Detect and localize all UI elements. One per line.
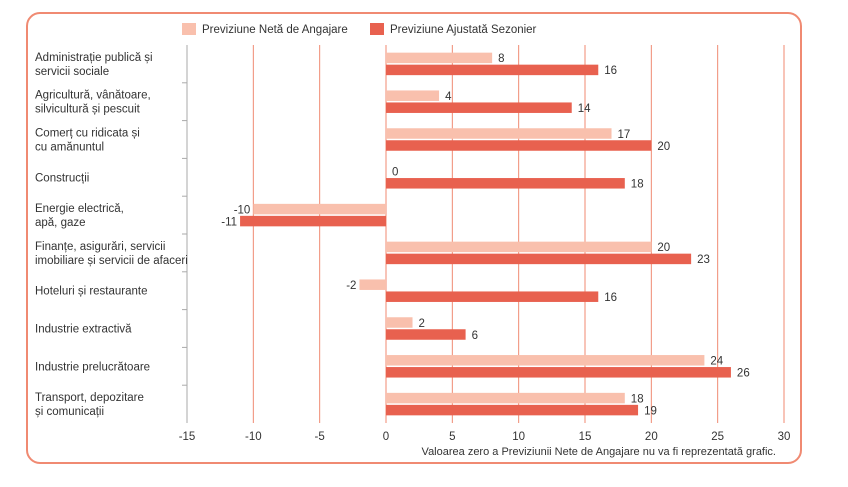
x-tick-label-3: 0 [383, 431, 389, 443]
category-label-3: Construcții [35, 172, 89, 184]
value-label-s0-c5: 20 [657, 242, 670, 254]
value-label-s0-c2: 17 [618, 129, 631, 141]
category-label-7: Industrie extractivă [35, 324, 132, 336]
category-label-5: Finanțe, asigurări, servicii imobiliare ș… [35, 241, 188, 267]
bar-s0-c7 [386, 317, 413, 328]
bar-s1-c0 [386, 64, 599, 76]
bar-s1-c7 [386, 329, 466, 340]
bar-s1-c8 [386, 367, 731, 378]
bar-s0-c2 [386, 128, 612, 139]
bar-s0-c4 [253, 203, 386, 215]
value-label-s0-c1: 4 [445, 91, 452, 103]
value-label-s1-c5: 23 [697, 254, 710, 266]
bar-s0-c5 [386, 241, 652, 253]
grid-layer [182, 45, 785, 423]
bar-s0-c9 [386, 392, 625, 404]
bar-s1-c9 [386, 404, 639, 416]
category-label-2: Comerț cu ridicata și cu amănuntul [35, 128, 140, 154]
value-label-s0-c0: 8 [498, 53, 504, 65]
value-label-s0-c7: 2 [419, 318, 425, 330]
value-label-s1-c3: 18 [631, 179, 644, 191]
bar-s0-c0 [386, 52, 493, 64]
value-label-s0-c6: -2 [346, 280, 356, 292]
x-tick-label-9: 30 [778, 431, 791, 443]
value-label-s1-c1: 14 [578, 103, 591, 115]
category-label-1: Agricultură, vânătoare, silvicultură și p… [35, 90, 151, 116]
value-label-s0-c9: 18 [631, 393, 644, 405]
x-tick-label-2: -5 [315, 431, 325, 443]
bar-s1-c3 [386, 178, 625, 189]
x-tick-label-5: 10 [512, 431, 525, 443]
value-label-s0-c4: -10 [234, 204, 251, 216]
bar-s1-c5 [386, 253, 692, 265]
x-tick-label-4: 5 [449, 431, 455, 443]
category-label-4: Energie electrică, apă, gaze [35, 203, 124, 229]
legend-swatch-0 [182, 23, 196, 35]
bar-s0-c6 [359, 279, 386, 290]
category-labels: Administrație publică și servicii sociale… [35, 52, 188, 418]
chart-frame [26, 12, 802, 464]
value-label-s1-c9: 19 [644, 405, 657, 417]
legend-label-1: Previziune Ajustată Sezonier [390, 24, 537, 36]
x-axis: -15 -10 -5 0 5 10 15 20 25 30 [179, 431, 791, 443]
value-label-s1-c6: 16 [604, 292, 617, 304]
category-label-0: Administrație publică și servicii sociale [35, 52, 153, 78]
value-label-s1-c7: 6 [472, 330, 478, 342]
value-label-s0-c3: 0 [392, 167, 398, 179]
bar-s1-c2 [386, 140, 652, 151]
legend-label-0: Previziune Netă de Angajare [202, 24, 348, 36]
value-label-s1-c2: 20 [657, 141, 670, 153]
legend-swatch-1 [370, 23, 384, 35]
x-tick-label-7: 20 [645, 431, 658, 443]
x-tick-label-6: 15 [579, 431, 592, 443]
legend: Previziune Netă de Angajare Previziune Aj… [182, 23, 537, 36]
value-label-s0-c8: 24 [710, 356, 723, 368]
bar-s1-c6 [386, 291, 599, 302]
x-tick-label-1: -10 [245, 431, 262, 443]
bar-s0-c1 [386, 90, 440, 101]
value-label-s1-c4: -11 [221, 216, 237, 228]
value-label-s1-c8: 26 [737, 368, 750, 380]
category-label-6: Hoteluri și restaurante [35, 286, 148, 298]
chart-note: Valoarea zero a Previziunii Nete de Anga… [422, 446, 776, 458]
value-label-s1-c0: 16 [604, 65, 617, 77]
x-tick-label-8: 25 [711, 431, 724, 443]
bar-s0-c8 [386, 355, 705, 366]
category-label-8: Industrie prelucrătoare [35, 361, 150, 373]
x-tick-label-0: -15 [179, 431, 196, 443]
bar-s1-c4 [240, 215, 386, 227]
category-label-9: Transport, depozitare și comunicații [35, 392, 144, 418]
bar-s1-c1 [386, 102, 572, 113]
